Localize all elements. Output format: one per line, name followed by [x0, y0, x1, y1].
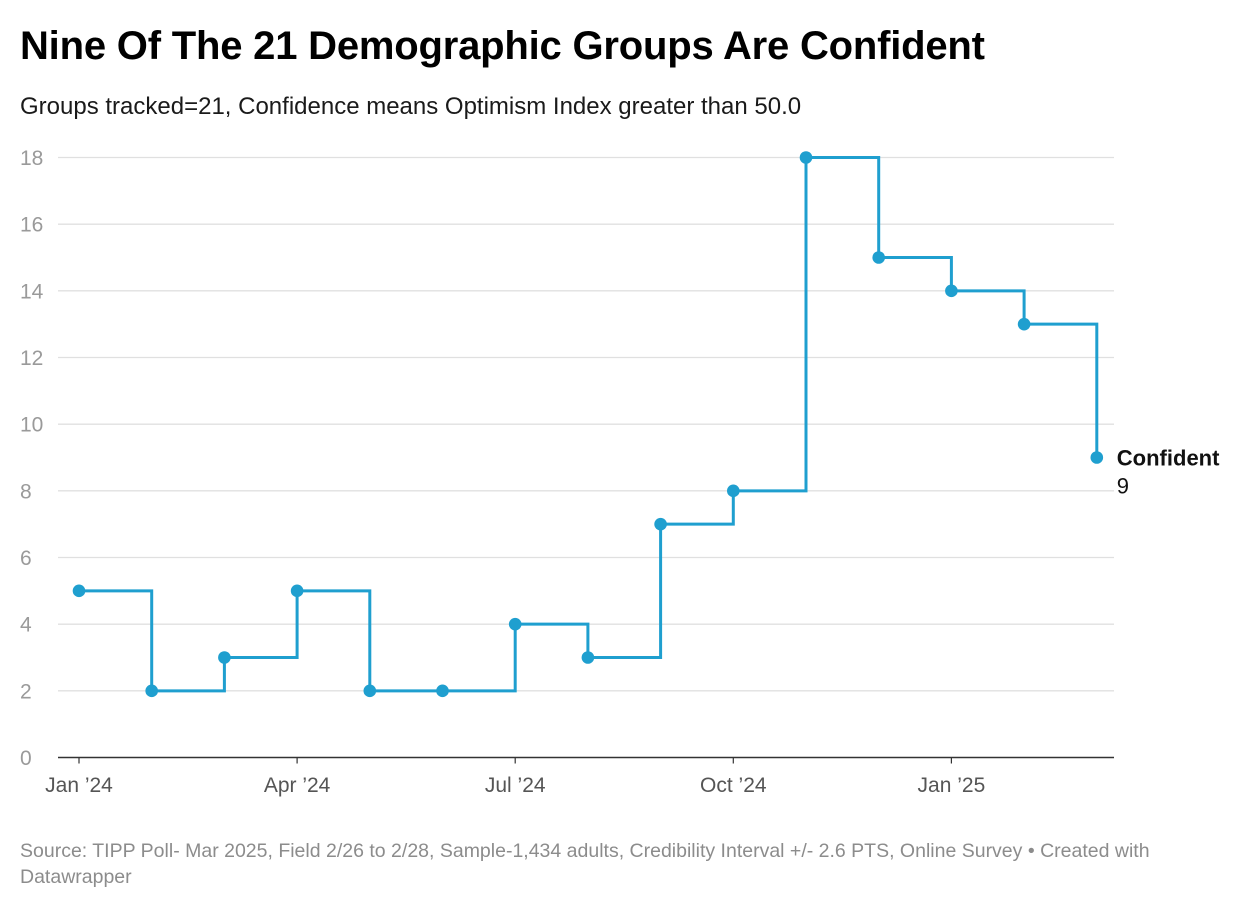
- data-point: [218, 651, 231, 664]
- y-tick-label-2: 2: [20, 680, 32, 703]
- data-point: [945, 284, 958, 298]
- x-tick-label: Jan ’24: [45, 774, 113, 797]
- y-tick-label-0: 0: [20, 747, 32, 770]
- y-tick-label-14: 14: [20, 280, 44, 303]
- chart-subtitle: Groups tracked=21, Confidence means Opti…: [20, 93, 802, 120]
- y-axis-labels: 0 2 4 6 8 10 12 14 16 18: [20, 147, 44, 770]
- credit-note: Created with Datawrapper: [20, 840, 1150, 888]
- data-point: [145, 684, 158, 698]
- data-point: [72, 584, 86, 598]
- chart-title: Nine Of The 21 Demographic Groups Are Co…: [20, 24, 985, 68]
- data-point: [872, 251, 885, 264]
- chart-footer: Source: TIPP Poll- Mar 2025, Field 2/26 …: [20, 838, 1220, 890]
- data-point: [363, 684, 377, 698]
- footer-separator: •: [1022, 840, 1041, 862]
- data-point: [1090, 451, 1104, 464]
- data-point: [799, 151, 813, 164]
- x-tick-label: Oct ’24: [700, 774, 767, 797]
- data-point: [1017, 317, 1031, 331]
- y-tick-label-16: 16: [20, 214, 43, 237]
- y-tick-label-18: 18: [20, 147, 43, 170]
- source-note: Source: TIPP Poll- Mar 2025, Field 2/26 …: [20, 840, 1023, 862]
- data-point: [290, 584, 304, 598]
- y-tick-label-10: 10: [20, 414, 43, 437]
- data-point: [727, 484, 740, 498]
- end-label-value: 9: [1117, 474, 1129, 499]
- data-point: [581, 651, 595, 664]
- y-tick-label-8: 8: [20, 480, 32, 503]
- gridlines: [58, 156, 1114, 692]
- x-tick-label: Apr ’24: [264, 774, 331, 797]
- series-line-confident: [79, 156, 1099, 693]
- y-tick-label-12: 12: [20, 347, 43, 370]
- data-point: [436, 684, 449, 698]
- end-label: Confident 9: [1117, 446, 1220, 499]
- end-label-name: Confident: [1117, 446, 1220, 471]
- x-tick-label: Jan ’25: [918, 774, 986, 797]
- x-tick-label: Jul ’24: [485, 774, 546, 797]
- data-point: [508, 617, 522, 631]
- data-point: [654, 517, 667, 531]
- x-axis: Jan ’24 Apr ’24 Jul ’24 Oct ’24 Jan ’25: [45, 756, 1114, 797]
- y-tick-label-4: 4: [20, 614, 32, 637]
- y-tick-label-6: 6: [20, 547, 32, 570]
- series-confident: [72, 151, 1104, 698]
